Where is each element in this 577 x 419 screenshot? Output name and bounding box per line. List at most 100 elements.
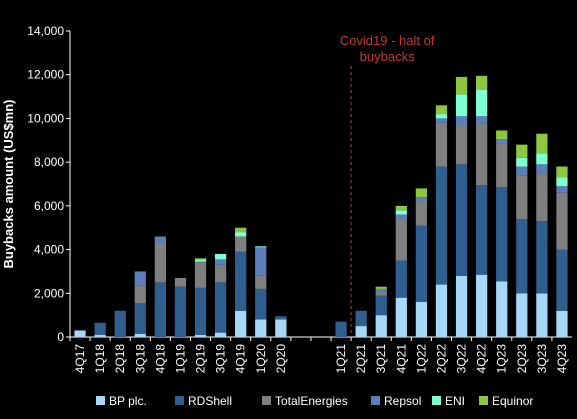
y-tick-label: 0	[57, 330, 64, 344]
x-tick-label: 1Q23	[495, 344, 509, 374]
bar-segment	[214, 264, 227, 283]
bar-segment	[255, 275, 267, 289]
axes-layer	[69, 31, 572, 338]
bar-segment	[435, 284, 448, 337]
bar-segment	[476, 185, 488, 275]
bar-segment	[496, 139, 508, 144]
legend-label: BP plc.	[109, 394, 147, 408]
bar-segment	[174, 286, 187, 337]
bar-segment	[455, 76, 468, 95]
y-tick-label: 12,000	[27, 68, 64, 82]
bar-segment	[455, 94, 468, 117]
y-tick-label: 8,000	[34, 155, 64, 169]
bar-segment	[194, 334, 207, 337]
y-tick-label: 14,000	[27, 24, 64, 38]
bar-segment	[395, 260, 407, 298]
bar-segment	[134, 285, 146, 304]
bar-segment	[194, 259, 207, 262]
x-tick-label: 4Q19	[234, 344, 248, 374]
x-tick-label: 3Q18	[133, 344, 147, 374]
bar-segment	[375, 315, 387, 337]
bar-segment	[154, 282, 166, 337]
legend-swatch	[175, 396, 184, 405]
bar-segment	[536, 221, 548, 294]
bar-segment	[556, 249, 568, 311]
bar-segment	[154, 243, 166, 283]
x-tick-label: 3Q22	[455, 344, 469, 374]
bar-segment	[395, 205, 407, 211]
bar-segment	[455, 116, 468, 125]
bar-segment	[154, 236, 166, 244]
legend-label: Repsol	[384, 394, 421, 408]
bar-segment	[235, 310, 247, 337]
bar-segment	[114, 310, 126, 337]
x-ticks: 4Q17 1Q18 2Q18 3Q18 4Q18 1Q19 2Q19 3Q19 4Q19 1Q20…	[69, 337, 569, 374]
bar-segment	[516, 157, 528, 167]
legend-swatch	[96, 396, 105, 405]
bar-segment	[415, 197, 428, 202]
bar-segment	[455, 124, 468, 165]
x-tick-label: 2Q18	[113, 344, 127, 374]
y-tick-label: 4,000	[34, 243, 64, 257]
bar-segment	[395, 297, 407, 337]
x-tick-label: 1Q21	[334, 344, 348, 374]
bar-segment	[194, 258, 207, 260]
bar-segment	[214, 259, 227, 265]
bar-segment	[255, 247, 267, 276]
bar-segment	[395, 214, 407, 219]
bar-segment	[415, 302, 428, 337]
bar-segment	[516, 166, 528, 176]
x-tick-label: 3Q19	[214, 344, 228, 374]
legend-label: TotalEnergies	[275, 394, 348, 408]
x-tick-label: 3Q23	[535, 344, 549, 374]
bar-segment	[496, 143, 508, 188]
bar-segment	[94, 334, 106, 337]
x-tick-label: 2Q22	[434, 344, 448, 374]
x-tick-label: 3Q21	[374, 344, 388, 374]
x-tick-label: 1Q22	[414, 344, 428, 374]
bar-segment	[556, 310, 568, 337]
bar-segment	[496, 187, 508, 282]
bar-segment	[194, 261, 207, 288]
bar-segment	[235, 232, 247, 237]
bar-segment	[255, 288, 267, 320]
covid-annotation-line2: buybacks	[360, 49, 415, 64]
bar-segment	[214, 253, 227, 260]
bar-segment	[214, 332, 227, 337]
legend-label: Equinor	[492, 394, 533, 408]
bar-segment	[375, 291, 387, 296]
bar-segment	[476, 90, 488, 117]
legend-label: ENI	[445, 394, 465, 408]
y-tick-label: 6,000	[34, 199, 64, 213]
bar-segment	[415, 201, 428, 226]
bar-segment	[415, 225, 428, 303]
bar-segment	[74, 330, 86, 337]
y-ticks: 0 2,000 4,000 6,000 8,000 10,000 12,000 14,000	[27, 24, 70, 344]
bar-segment	[174, 277, 187, 287]
legend-swatch	[371, 396, 380, 405]
x-tick-label: 4Q17	[73, 344, 87, 374]
x-tick-label: 2Q19	[194, 344, 208, 374]
bar-segment	[516, 218, 528, 294]
bar-segment	[355, 326, 367, 337]
bar-segment	[435, 118, 448, 123]
bar-segment	[476, 116, 488, 124]
bar-segment	[516, 144, 528, 158]
legend-swatch	[262, 396, 271, 405]
bar-segment	[275, 319, 287, 337]
bar-segment	[275, 316, 287, 320]
bar-segment	[194, 287, 207, 335]
y-tick-label: 10,000	[27, 111, 64, 125]
legend-swatch	[432, 396, 441, 405]
bar-segment	[255, 246, 267, 248]
bar-segment	[94, 322, 106, 335]
legend-label: RDShell	[188, 394, 232, 408]
legend: BP plc. RDShell TotalEnergies Repsol ENI Equi…	[96, 394, 533, 408]
bar-segment	[516, 293, 528, 337]
x-tick-label: 1Q18	[93, 344, 107, 374]
bar-segment	[536, 164, 548, 174]
bar-segment	[556, 166, 568, 178]
x-tick-label: 4Q21	[394, 344, 408, 374]
